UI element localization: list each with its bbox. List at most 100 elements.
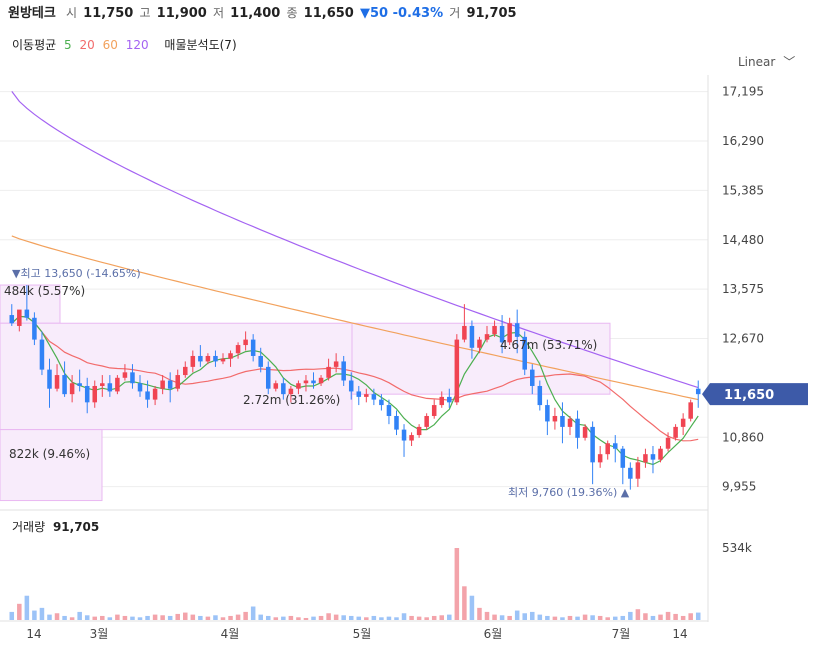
- y-tick-label: 9,955: [722, 480, 756, 494]
- candle-body: [514, 323, 520, 337]
- ma5-line: [11, 315, 699, 466]
- volume-bar: [628, 611, 633, 620]
- volume-bar: [303, 617, 309, 620]
- volume-bar: [107, 617, 113, 620]
- candle-body: [590, 426, 595, 463]
- ma20-label: 20: [79, 38, 95, 52]
- y-tick-label: 17,195: [722, 85, 764, 99]
- high-annotation: ▼최고 13,650 (-14.65%): [12, 267, 141, 280]
- axes: 17,195 16,290 15,385 14,480 13,575 12,670 10,8…: [26, 85, 808, 641]
- current-price-label: 11,650: [724, 388, 774, 403]
- open-label: 시: [65, 6, 78, 20]
- volume-bar: [32, 610, 37, 620]
- volume-bar: [175, 613, 180, 620]
- open-value: 11,750: [83, 6, 134, 21]
- volume-bar: [205, 616, 211, 620]
- candle-body: [341, 361, 346, 381]
- volume-bar: [507, 615, 512, 620]
- volume-bars: [9, 548, 701, 620]
- x-tick-label: 14: [26, 627, 41, 641]
- volume-bar: [273, 617, 279, 620]
- y-tick-label: 16,290: [722, 134, 764, 148]
- candle-body: [409, 435, 414, 441]
- candle-body: [424, 415, 429, 427]
- volume-bar: [17, 603, 22, 620]
- volume-bar: [567, 615, 573, 620]
- candlesticks: [9, 285, 701, 490]
- candle-body: [84, 385, 90, 403]
- x-tick-label: 3월: [90, 627, 109, 641]
- candle-body: [477, 339, 482, 348]
- candle-body: [243, 339, 248, 346]
- candle-body: [115, 377, 120, 392]
- candle-body: [665, 437, 671, 449]
- profile-label: 4.67m (53.71%): [500, 338, 597, 352]
- volume-bar: [265, 615, 271, 620]
- close-value: 11,650: [303, 6, 354, 21]
- candle-body: [499, 325, 505, 343]
- volume-bar: [454, 548, 460, 620]
- volume-bar: [522, 613, 527, 620]
- scale-dropdown[interactable]: Linear ﹀: [738, 53, 795, 70]
- volume-bar: [386, 616, 392, 620]
- profile-box: [0, 429, 103, 502]
- volume-bar: [484, 611, 490, 620]
- volume-bar: [281, 616, 286, 620]
- candle-body: [77, 383, 82, 386]
- candle-body: [673, 426, 678, 438]
- volume-bar: [560, 617, 565, 620]
- volume-bar: [318, 615, 324, 620]
- volume-profile-button[interactable]: 매물분석도(7): [164, 38, 237, 52]
- candle-body: [273, 383, 279, 389]
- candle-body: [100, 383, 105, 386]
- high-label: 고: [139, 6, 151, 20]
- candle-body: [688, 402, 693, 419]
- volume-bar: [250, 606, 256, 620]
- candle-body: [130, 372, 135, 384]
- candle-body: [296, 383, 301, 389]
- stock-header: 원방테크 시 11,750 고 11,900 저 11,400 종 11,650…: [8, 2, 519, 22]
- candle-body: [635, 462, 641, 479]
- grid-lines: [0, 75, 709, 622]
- volume-bar: [24, 595, 30, 620]
- candle-body: [401, 429, 407, 441]
- current-price-tag: [702, 383, 808, 406]
- volume-bar: [575, 616, 580, 620]
- moving-average-button[interactable]: 이동평균: [12, 38, 57, 52]
- ma120-label: 120: [125, 38, 149, 52]
- close-label: 종: [286, 6, 298, 20]
- volume-bar: [477, 607, 482, 620]
- volume-bar: [92, 616, 98, 620]
- volume-bar: [69, 617, 75, 620]
- volume-bar: [258, 614, 263, 620]
- candle-body: [326, 366, 331, 378]
- profile-label: 2.72m (31.26%): [243, 393, 340, 407]
- volume-bar: [635, 609, 641, 620]
- candle-body: [680, 418, 686, 427]
- volume-bar: [447, 614, 452, 620]
- volume-bar: [54, 613, 60, 620]
- volume-bar: [695, 612, 701, 620]
- candle-body: [552, 415, 558, 422]
- volume-bar: [582, 614, 588, 620]
- candle-body: [484, 334, 490, 340]
- candle-body: [62, 375, 67, 395]
- volume-bar: [228, 615, 233, 620]
- volume-bar: [371, 615, 377, 620]
- annotations: ▼최고 13,650 (-14.65%) 최저 9,760 (19.36%) ▲ 4…: [4, 267, 630, 499]
- volume-bar: [288, 615, 294, 620]
- x-tick-label: 7월: [612, 627, 631, 641]
- high-value: 11,900: [156, 6, 207, 21]
- volume-bar: [235, 614, 241, 620]
- volume-bar: [220, 617, 226, 620]
- volume-title-value: 91,705: [52, 520, 100, 534]
- candle-body: [620, 448, 626, 468]
- candle-body: [47, 369, 52, 389]
- indicator-bar: 이동평균 5 20 60 120 매물분석도(7): [12, 36, 241, 53]
- candle-body: [364, 394, 369, 397]
- volume-bar: [198, 615, 203, 620]
- volume-bar: [680, 615, 686, 620]
- y-tick-label: 13,575: [722, 282, 764, 296]
- candle-body: [695, 388, 701, 395]
